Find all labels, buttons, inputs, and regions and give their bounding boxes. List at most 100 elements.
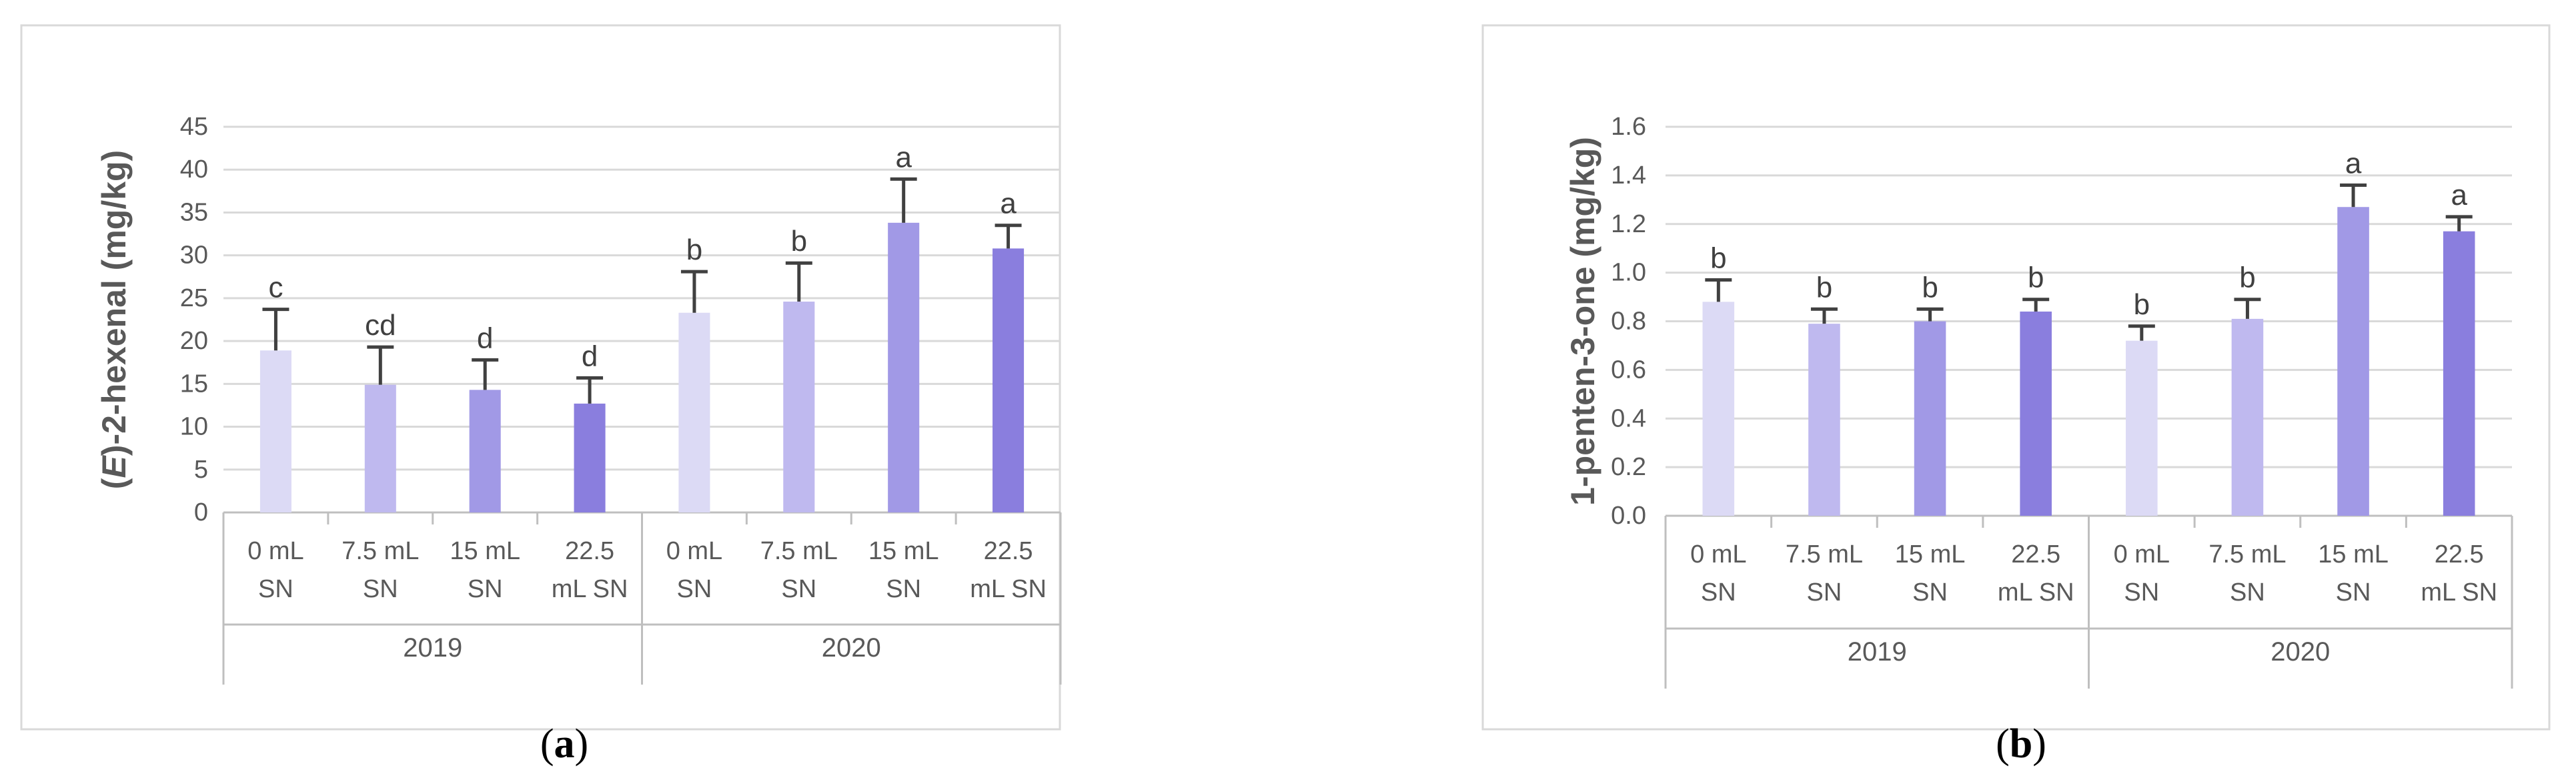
x-category-label-line1: 0 mL: [247, 537, 303, 565]
x-category-label-line2: mL SN: [2421, 578, 2497, 607]
bar: [993, 248, 1025, 512]
bar: [888, 222, 920, 512]
bar: [678, 312, 710, 512]
bar: [1808, 324, 1840, 516]
y-tick-label: 15: [180, 370, 208, 398]
x-category-label-line2: SN: [1807, 578, 1842, 607]
x-category-label-line2: SN: [2124, 578, 2159, 607]
x-category-label-line2: SN: [1912, 578, 1948, 607]
bar: [1702, 302, 1735, 516]
significance-label: b: [686, 234, 702, 266]
x-category-label-line2: SN: [468, 575, 503, 603]
y-tick-label: 5: [194, 456, 208, 484]
x-category-label-line1: 15 mL: [868, 537, 939, 565]
significance-label: b: [2028, 262, 2044, 294]
panel-label-open: (: [1996, 721, 2010, 767]
x-category-label-line1: 22.5: [2011, 540, 2060, 568]
significance-label: a: [1000, 187, 1017, 220]
y-tick-label: 0.0: [1611, 502, 1646, 530]
x-category-label-line1: 22.5: [2435, 540, 2484, 568]
x-category-label-line2: SN: [258, 575, 293, 603]
x-category-label-line1: 22.5: [565, 537, 614, 565]
x-group-label: 2020: [2271, 637, 2330, 667]
x-category-label-line1: 7.5 mL: [760, 537, 838, 565]
bar: [2020, 311, 2052, 516]
bar: [2337, 207, 2369, 516]
panel-label-letter: a: [554, 721, 575, 767]
significance-label: a: [2451, 179, 2467, 212]
y-tick-label: 10: [180, 413, 208, 441]
y-tick-label: 1.6: [1611, 113, 1646, 141]
y-axis-label-rest: )-2-hexenal (mg/kg): [95, 150, 133, 456]
bar: [469, 390, 501, 512]
bar: [1914, 321, 1946, 516]
panel-label-open: (: [540, 721, 554, 767]
y-tick-label: 0.2: [1611, 453, 1646, 481]
x-category-label-line1: 15 mL: [1895, 540, 1966, 568]
x-category-label-line1: 0 mL: [1690, 540, 1746, 568]
significance-label: b: [1710, 242, 1726, 275]
x-category-label-line1: 7.5 mL: [2208, 540, 2286, 568]
x-category-label-line2: SN: [2336, 578, 2371, 607]
x-category-label-line1: 15 mL: [450, 537, 520, 565]
y-axis-label-rest: 1-penten-3-one (mg/kg): [1564, 137, 1601, 506]
significance-label: b: [791, 225, 807, 258]
panel-label-letter: b: [2010, 721, 2032, 767]
x-category-label-line1: 0 mL: [666, 537, 722, 565]
panel-label-close: ): [575, 721, 589, 767]
x-category-label-line2: SN: [363, 575, 398, 603]
x-group-label: 2020: [822, 633, 881, 663]
y-axis-label-italic: E: [95, 455, 133, 478]
x-category-label-line1: 7.5 mL: [1786, 540, 1863, 568]
x-category-label-line2: mL SN: [970, 575, 1047, 603]
y-tick-label: 1.0: [1611, 259, 1646, 287]
panel-label: (b): [1996, 721, 2046, 767]
significance-label: a: [2345, 147, 2362, 179]
y-tick-label: 0: [194, 498, 208, 526]
significance-label: a: [895, 141, 912, 173]
significance-label: b: [2134, 288, 2150, 321]
significance-label: d: [582, 340, 598, 372]
y-tick-label: 45: [180, 113, 208, 141]
chart-panel-b: 0.0 0.2 0.4 0.6 0.8 1.0 1.2 1.4 1.6 1-penten-3-on…: [1481, 24, 2551, 767]
y-tick-label: 1.4: [1611, 161, 1646, 189]
y-tick-label: 35: [180, 198, 208, 226]
chart-frame: [20, 24, 1061, 731]
y-tick-label: 0.8: [1611, 308, 1646, 336]
y-tick-label: 40: [180, 155, 208, 183]
bar: [2126, 340, 2158, 516]
x-category-label-line2: SN: [886, 575, 921, 603]
x-group-label: 2019: [403, 633, 462, 663]
y-axis-label-prefix: (: [95, 478, 133, 489]
bar: [2443, 231, 2475, 516]
x-category-label-line2: mL SN: [1998, 578, 2074, 607]
x-category-label-line1: 15 mL: [2318, 540, 2389, 568]
y-axis-label: 1-penten-3-one (mg/kg): [1564, 137, 1601, 506]
bar: [364, 384, 396, 512]
bar: [574, 403, 606, 512]
x-category-label-line1: 7.5 mL: [342, 537, 419, 565]
y-axis-label: (E)-2-hexenal (mg/kg): [95, 150, 133, 489]
chart-frame: [1481, 24, 2551, 731]
y-tick-label: 25: [180, 284, 208, 312]
x-category-label-line2: SN: [781, 575, 816, 603]
x-category-label-line1: 0 mL: [2114, 540, 2170, 568]
x-category-label-line2: SN: [1701, 578, 1736, 607]
y-tick-label: 30: [180, 242, 208, 270]
significance-label: c: [268, 272, 283, 304]
x-category-label-line2: SN: [2230, 578, 2265, 607]
y-tick-label: 0.4: [1611, 404, 1646, 432]
significance-label: b: [2239, 262, 2255, 294]
significance-label: cd: [365, 309, 396, 342]
x-group-label: 2019: [1848, 637, 1907, 667]
panel-label-close: ): [2032, 721, 2046, 767]
significance-label: b: [1922, 271, 1938, 304]
significance-label: b: [1816, 271, 1832, 304]
panel-label: (a): [540, 721, 588, 767]
x-category-label-line2: SN: [677, 575, 712, 603]
x-category-label-line2: mL SN: [552, 575, 628, 603]
y-tick-label: 20: [180, 327, 208, 355]
y-tick-label: 0.6: [1611, 356, 1646, 384]
